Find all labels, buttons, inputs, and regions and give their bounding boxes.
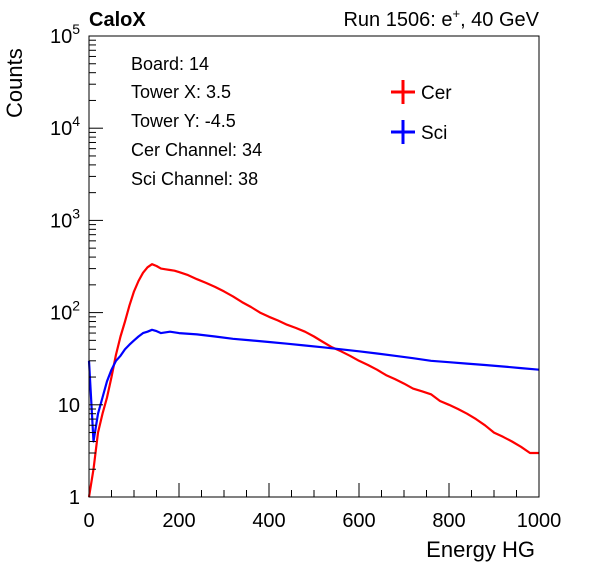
series-layer (87, 263, 540, 498)
x-axis-label: Energy HG (426, 537, 535, 562)
y-tick-label: 10 (58, 395, 80, 417)
info-box: Board: 14 Tower X: 3.5 Tower Y: -4.5 Cer… (131, 54, 262, 189)
legend-label-cer: Cer (421, 83, 452, 104)
y-axis-label: Counts (2, 48, 27, 118)
x-tick-label: 200 (162, 510, 195, 532)
y-tick-label: 105 (50, 21, 80, 48)
title-right-suffix: , 40 GeV (460, 9, 540, 31)
chart-title-right: Run 1506: e+, 40 GeV (343, 6, 539, 31)
info-line-cer-channel: Cer Channel: 34 (131, 140, 262, 160)
y-tick-label: 1 (69, 487, 80, 509)
x-tick-label: 600 (342, 510, 375, 532)
title-right-prefix: Run 1506: e (343, 9, 452, 31)
info-line-tower-y: Tower Y: -4.5 (131, 111, 236, 131)
series-line-cer (87, 263, 539, 498)
x-tick-label: 800 (432, 510, 465, 532)
y-tick-label: 102 (50, 298, 80, 325)
ticks-layer: 0 200 400 600 800 1000 1 10 102 103 104 105 (50, 21, 561, 532)
y-tick-label: 103 (50, 205, 80, 232)
title-right-sup: + (452, 6, 460, 21)
x-tick-label: 1000 (517, 510, 562, 532)
legend-marker-cer (391, 80, 415, 104)
x-tick-label: 0 (83, 510, 94, 532)
legend-marker-sci (391, 120, 415, 144)
series-line-sci (87, 328, 540, 443)
x-tick-label: 400 (252, 510, 285, 532)
chart-title-left: CaloX (89, 9, 146, 31)
legend: Cer Sci (391, 80, 452, 144)
info-line-board: Board: 14 (131, 54, 209, 74)
legend-label-sci: Sci (421, 123, 447, 144)
y-tick-label: 104 (50, 113, 80, 140)
info-line-tower-x: Tower X: 3.5 (131, 82, 231, 102)
info-line-sci-channel: Sci Channel: 38 (131, 169, 258, 189)
